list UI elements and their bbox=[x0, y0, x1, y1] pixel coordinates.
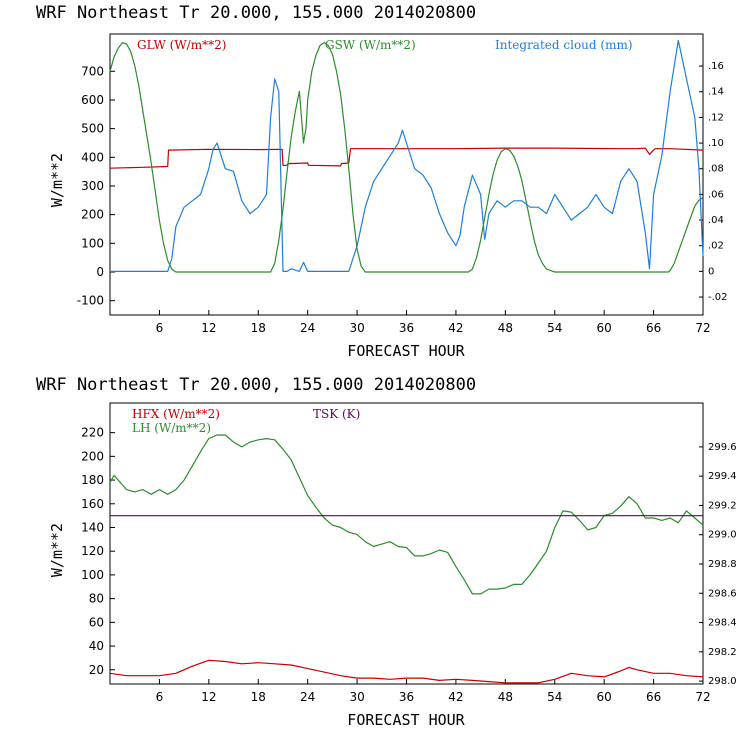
y-tick-label: 300 bbox=[81, 179, 104, 193]
y2-tick-label: 299.2 bbox=[708, 500, 737, 511]
bottom-legend-lh: LH (W/m**2) bbox=[132, 421, 211, 435]
x-tick-label: 36 bbox=[399, 321, 414, 335]
y2-tick-label: 298.4 bbox=[708, 618, 737, 629]
x-tick-label: 24 bbox=[300, 321, 315, 335]
x-tick-label: 60 bbox=[597, 321, 612, 335]
y-tick-label: 120 bbox=[81, 544, 104, 558]
x-tick-label: 48 bbox=[498, 321, 513, 335]
y2-tick-label: .08 bbox=[708, 164, 724, 175]
top-y-axis-label: W/m**2 bbox=[48, 153, 66, 207]
y2-tick-label: 298.2 bbox=[708, 647, 737, 658]
bottom-series-group bbox=[109, 434, 704, 684]
y2-tick-label: .16 bbox=[708, 61, 724, 72]
y-tick-label: 220 bbox=[81, 426, 104, 440]
x-tick-label: 72 bbox=[695, 690, 710, 704]
series-line-gsw bbox=[109, 41, 704, 273]
top-plot-frame bbox=[109, 33, 704, 316]
x-tick-label: 66 bbox=[646, 321, 661, 335]
x-tick-label: 42 bbox=[448, 690, 463, 704]
bottom-x-axis-label: FORECAST HOUR bbox=[347, 711, 465, 729]
y-tick-label: 140 bbox=[81, 520, 104, 534]
x-tick-label: 18 bbox=[251, 321, 266, 335]
y2-tick-label: .06 bbox=[708, 189, 724, 200]
y2-tick-label: 299.0 bbox=[708, 530, 737, 541]
y2-tick-label: 0 bbox=[708, 266, 714, 277]
y-tick-label: -100 bbox=[77, 294, 104, 308]
top-left-axis: -100 0 100 200 300 400 500 600 700 bbox=[77, 64, 115, 308]
y-tick-label: 160 bbox=[81, 497, 104, 511]
y2-tick-label: 298.6 bbox=[708, 588, 737, 599]
x-tick-label: 48 bbox=[498, 690, 513, 704]
top-legend-cloud: Integrated cloud (mm) bbox=[495, 38, 633, 52]
x-tick-label: 72 bbox=[695, 321, 710, 335]
bottom-legend-tsk: TSK (K) bbox=[313, 407, 360, 421]
x-tick-label: 66 bbox=[646, 690, 661, 704]
y-tick-label: 60 bbox=[89, 615, 104, 629]
y2-tick-label: -.02 bbox=[708, 292, 728, 303]
y2-tick-label: 298.0 bbox=[708, 676, 737, 687]
y2-tick-label: 298.8 bbox=[708, 559, 737, 570]
top-legend-glw: GLW (W/m**2) bbox=[137, 38, 226, 52]
bottom-legend-hfx: HFX (W/m**2) bbox=[132, 407, 220, 421]
y2-tick-label: .02 bbox=[708, 241, 724, 252]
top-x-axis-label: FORECAST HOUR bbox=[347, 342, 465, 360]
x-tick-label: 54 bbox=[547, 321, 562, 335]
y2-tick-label: 299.6 bbox=[708, 442, 737, 453]
y-tick-label: 40 bbox=[89, 639, 104, 653]
series-line-integrated bbox=[110, 39, 704, 272]
series-line-lh bbox=[109, 434, 704, 595]
x-tick-label: 30 bbox=[349, 321, 364, 335]
top-series-group bbox=[109, 39, 704, 273]
bottom-right-axis: 298.0 298.2 298.4 298.6 298.8 299.0 299.2 299.4… bbox=[699, 442, 737, 687]
y-tick-label: 80 bbox=[89, 592, 104, 606]
x-tick-label: 42 bbox=[448, 321, 463, 335]
x-tick-label: 6 bbox=[156, 321, 164, 335]
bottom-plot-frame bbox=[109, 402, 704, 685]
x-tick-label: 60 bbox=[597, 690, 612, 704]
y-tick-label: 100 bbox=[81, 568, 104, 582]
x-tick-label: 24 bbox=[300, 690, 315, 704]
y2-tick-label: 299.4 bbox=[708, 471, 737, 482]
y-tick-label: 500 bbox=[81, 122, 104, 136]
y-tick-label: 20 bbox=[89, 663, 104, 677]
y2-tick-label: .04 bbox=[708, 215, 724, 226]
y2-tick-label: .14 bbox=[708, 87, 724, 98]
top-x-axis: 6 12 18 24 30 36 42 48 54 60 66 72 bbox=[156, 310, 711, 335]
y-tick-label: 400 bbox=[81, 150, 104, 164]
x-tick-label: 12 bbox=[201, 321, 216, 335]
y-tick-label: 180 bbox=[81, 473, 104, 487]
top-chart-title: WRF Northeast Tr 20.000, 155.000 2014020… bbox=[36, 3, 476, 23]
x-tick-label: 36 bbox=[399, 690, 414, 704]
y2-tick-label: .12 bbox=[708, 112, 724, 123]
series-line-hfx bbox=[109, 659, 704, 684]
y-tick-label: 100 bbox=[81, 236, 104, 250]
bottom-x-axis: 6 12 18 24 30 36 42 48 54 60 66 72 bbox=[156, 679, 711, 704]
bottom-chart-title: WRF Northeast Tr 20.000, 155.000 2014020… bbox=[36, 375, 476, 395]
y2-tick-label: .10 bbox=[708, 138, 724, 149]
y-tick-label: 700 bbox=[81, 64, 104, 78]
x-tick-label: 6 bbox=[156, 690, 164, 704]
x-tick-label: 30 bbox=[349, 690, 364, 704]
bottom-left-axis: 20 40 60 80 100 120 140 160 180 200 220 bbox=[81, 426, 115, 677]
x-tick-label: 54 bbox=[547, 690, 562, 704]
y-tick-label: 200 bbox=[81, 449, 104, 463]
series-line-glw bbox=[109, 147, 704, 169]
x-tick-label: 12 bbox=[201, 690, 216, 704]
y-tick-label: 0 bbox=[96, 265, 104, 279]
y-tick-label: 600 bbox=[81, 93, 104, 107]
x-tick-label: 18 bbox=[251, 690, 266, 704]
bottom-y-axis-label: W/m**2 bbox=[48, 523, 66, 577]
y-tick-label: 200 bbox=[81, 208, 104, 222]
top-legend-gsw: GSW (W/m**2) bbox=[325, 38, 416, 52]
